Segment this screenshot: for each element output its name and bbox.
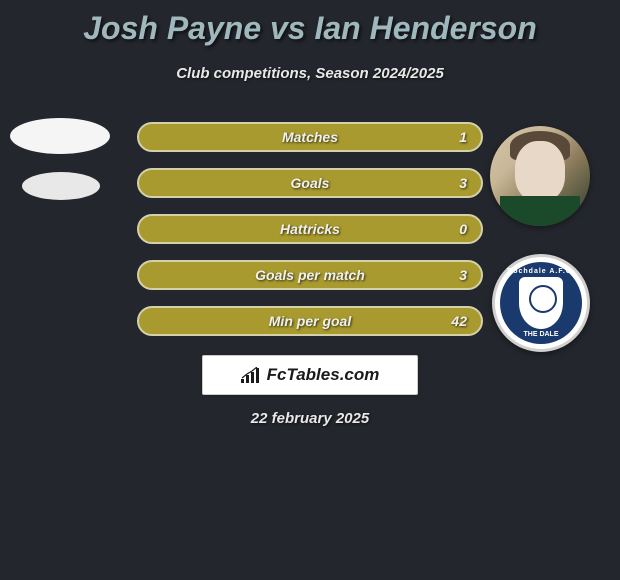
stat-value: 0: [459, 221, 467, 237]
stat-label: Goals per match: [255, 267, 365, 283]
stats-container: Matches 1 Goals 3 Hattricks 0 Goals per …: [137, 122, 483, 352]
stat-bar-min-per-goal: Min per goal 42: [137, 306, 483, 336]
stat-bar-matches: Matches 1: [137, 122, 483, 152]
player-right-avatar: [490, 126, 590, 226]
player-left-avatar: [10, 118, 110, 218]
placeholder-ellipse: [10, 118, 110, 154]
club-crest: Rochdale A.F.C. THE DALE: [492, 254, 590, 352]
shield-icon: [519, 277, 563, 329]
stat-label: Goals: [291, 175, 330, 191]
stat-bar-goals-per-match: Goals per match 3: [137, 260, 483, 290]
stat-value: 42: [451, 313, 467, 329]
season-subtitle: Club competitions, Season 2024/2025: [0, 65, 620, 82]
stat-label: Min per goal: [269, 313, 351, 329]
stat-label: Hattricks: [280, 221, 340, 237]
stat-value: 1: [459, 129, 467, 145]
branding-box[interactable]: FcTables.com: [202, 355, 418, 395]
stat-value: 3: [459, 175, 467, 191]
comparison-title: Josh Payne vs Ian Henderson: [0, 0, 620, 47]
date-text: 22 february 2025: [0, 410, 620, 427]
branding-text: FcTables.com: [267, 365, 380, 385]
stat-bar-hattricks: Hattricks 0: [137, 214, 483, 244]
placeholder-ellipse: [22, 172, 100, 200]
stat-bar-goals: Goals 3: [137, 168, 483, 198]
chart-icon: [241, 367, 261, 383]
crest-name: Rochdale A.F.C.: [500, 268, 582, 275]
stat-label: Matches: [282, 129, 338, 145]
crest-motto: THE DALE: [500, 331, 582, 338]
stat-value: 3: [459, 267, 467, 283]
